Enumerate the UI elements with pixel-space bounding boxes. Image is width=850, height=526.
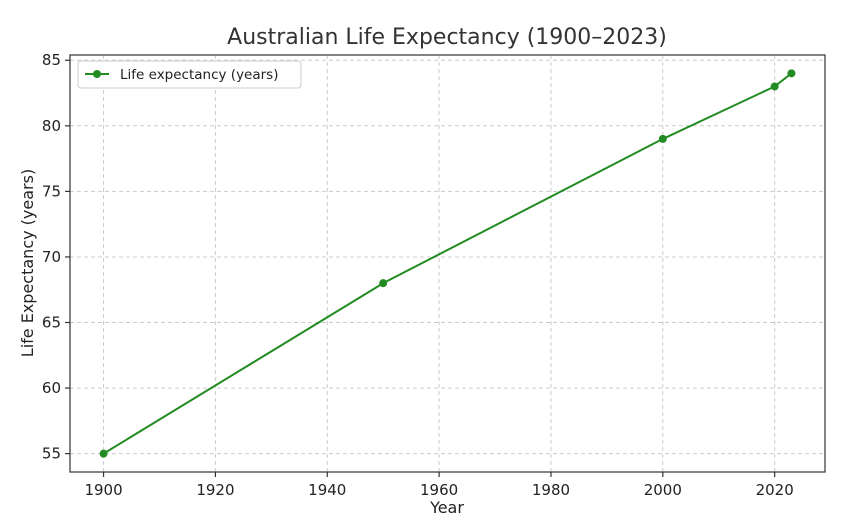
y-axis-label: Life Expectancy (years): [18, 169, 37, 357]
x-tick-label: 1980: [532, 481, 570, 499]
y-tick-label: 75: [42, 182, 61, 200]
y-tick-label: 65: [42, 314, 61, 332]
x-axis-ticks: 1900 1920 1940 1960 1980 2000 2020: [84, 472, 794, 499]
series-line: [103, 72, 793, 455]
y-tick-label: 80: [42, 117, 61, 135]
series-layer: [99, 69, 796, 458]
x-axis-label: Year: [429, 498, 464, 517]
legend: Life expectancy (years): [77, 60, 302, 89]
legend-box: [77, 60, 302, 89]
grid-lines: [70, 55, 825, 472]
data-point: [658, 134, 667, 143]
x-tick-label: 2000: [644, 481, 682, 499]
y-tick-label: 85: [42, 51, 61, 69]
legend-marker-swatch: [93, 70, 101, 78]
plot-area-frame: [69, 54, 826, 473]
chart-title: Australian Life Expectancy (1900–2023): [227, 25, 667, 50]
data-point: [99, 449, 108, 458]
data-point: [770, 82, 779, 91]
x-tick-label: 1900: [84, 481, 122, 499]
legend-label: Life expectancy (years): [120, 67, 279, 83]
x-tick-label: 2020: [756, 481, 794, 499]
y-tick-label: 55: [42, 445, 61, 463]
y-tick-label: 70: [42, 248, 61, 266]
y-tick-label: 60: [42, 379, 61, 397]
data-point: [787, 69, 796, 78]
data-point: [379, 279, 388, 288]
y-axis-ticks: 55 60 65 70 75 80 85: [42, 51, 70, 463]
x-tick-label: 1960: [420, 481, 458, 499]
x-tick-label: 1940: [308, 481, 346, 499]
x-tick-label: 1920: [196, 481, 234, 499]
